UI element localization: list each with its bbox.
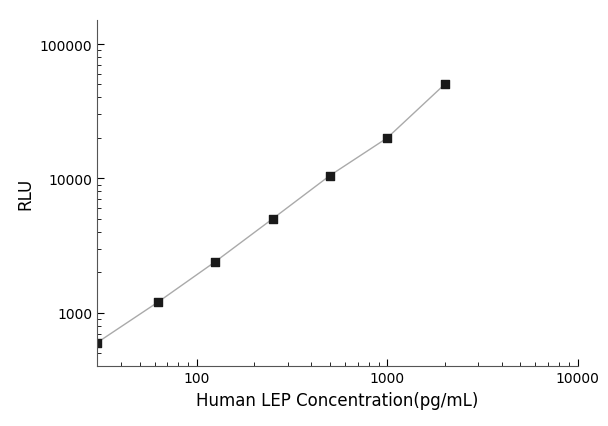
Point xyxy=(382,135,392,142)
Point xyxy=(325,173,335,179)
Point xyxy=(268,216,277,223)
X-axis label: Human LEP Concentration(pg/mL): Human LEP Concentration(pg/mL) xyxy=(196,391,478,409)
Y-axis label: RLU: RLU xyxy=(16,178,34,210)
Point xyxy=(153,299,163,306)
Point xyxy=(440,82,449,89)
Point xyxy=(92,340,102,346)
Point xyxy=(210,259,220,265)
